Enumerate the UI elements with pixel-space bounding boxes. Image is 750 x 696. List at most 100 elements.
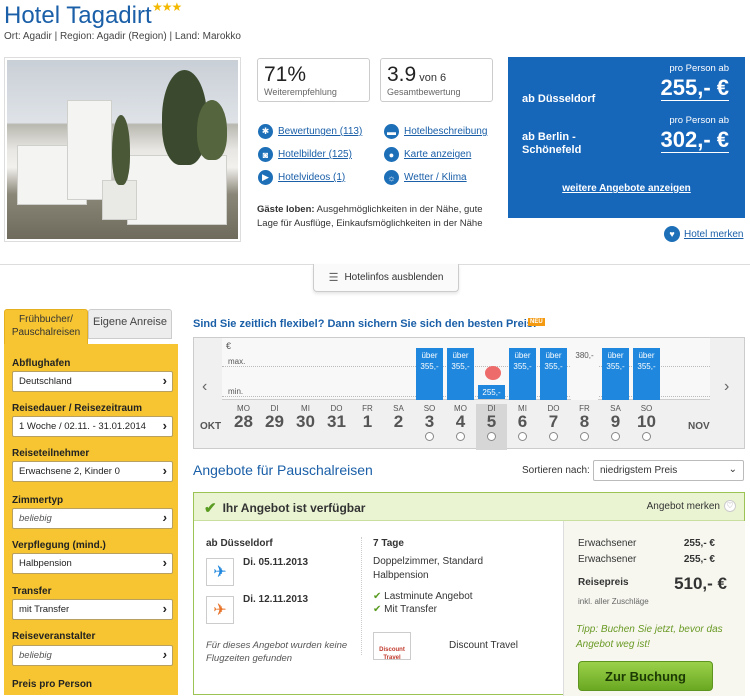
travellers-select[interactable]: Erwachsene 2, Kinder 0 › [12, 461, 173, 482]
price-amount[interactable]: 255,- € [660, 75, 729, 101]
hotel-photo[interactable] [4, 57, 241, 242]
day-number: 8 [579, 412, 590, 431]
day-radio[interactable] [456, 432, 465, 441]
trip-duration: 7 Tage [373, 538, 404, 549]
map-link[interactable]: ● Karte anzeigen [384, 147, 471, 162]
departure-label: ab Berlin - Schönefeld [522, 131, 582, 156]
price-chart: € max. min. über 355,- über 355,- 255,- übe… [222, 338, 710, 400]
more-offers-link[interactable]: weitere Angebote anzeigen [562, 183, 691, 194]
calendar-day[interactable]: MI 6 [507, 404, 538, 441]
photos-link[interactable]: ◙ Hotelbilder (125) [258, 147, 352, 162]
calendar-day[interactable]: SA 9 [600, 404, 631, 441]
price-bar[interactable]: über 355,- [540, 348, 567, 400]
check-icon: ✔ [373, 604, 382, 615]
filter-label: Zimmertyp [12, 495, 64, 506]
booking-tip: Tipp: Buchen Sie jetzt, bevor das Angebo… [576, 624, 723, 650]
chevron-left-icon[interactable]: ‹ [202, 378, 208, 395]
day-radio[interactable] [549, 432, 558, 441]
total-price: 510,- € [674, 574, 727, 593]
weekday-label: SO [640, 404, 653, 413]
calendar-day[interactable]: SO 10 [631, 404, 662, 441]
map-link-text[interactable]: Karte anzeigen [404, 149, 472, 160]
tab-pauschalreisen[interactable]: Frühbucher/ Pauschalreisen [4, 309, 88, 345]
description-link[interactable]: ▬ Hotelbeschreibung [384, 124, 487, 139]
day-radio[interactable] [518, 432, 527, 441]
guest-praise-label: Gäste loben: [257, 204, 315, 215]
day-radio[interactable] [425, 432, 434, 441]
offer-merken-button[interactable]: Angebot merken ♡ [647, 500, 736, 512]
calendar-day[interactable]: DI 5 [476, 404, 507, 450]
recommend-value: 71% [264, 63, 307, 86]
price-bar[interactable]: 380,- [571, 348, 598, 400]
day-radio[interactable] [580, 432, 589, 441]
calendar-day[interactable]: SO 3 [414, 404, 445, 441]
bed-icon: ▬ [384, 124, 399, 139]
price-bar[interactable]: 255,- [478, 385, 505, 399]
hotel-merken-link[interactable]: Hotel merken [684, 228, 744, 240]
price-bar[interactable]: über 355,- [447, 348, 474, 400]
calendar-day[interactable]: DO 7 [538, 404, 569, 441]
no-flight-times: Für dieses Angebot wurden keine Flugzeit… [206, 640, 348, 664]
video-icon: ▶ [258, 170, 273, 185]
flex-title: Sind Sie zeitlich flexibel? Dann sichern… [193, 318, 537, 330]
transfer-select[interactable]: mit Transfer › [12, 599, 173, 620]
room-type: Doppelzimmer, Standard [373, 556, 484, 567]
price-bar[interactable]: über 355,- [633, 348, 660, 400]
price-summary: Erwachsener 255,- € Erwachsener 255,- € … [563, 521, 745, 696]
videos-link-text[interactable]: Hotelvideos (1) [278, 172, 346, 183]
select-value: Erwachsene 2, Kinder 0 [19, 466, 120, 477]
calendar-day: FR 1 [352, 404, 383, 431]
filter-label: Abflughafen [12, 358, 71, 369]
price-bar[interactable]: über 355,- [416, 348, 443, 400]
weather-link-text[interactable]: Wetter / Klima [404, 172, 467, 183]
chevron-right-icon: › [162, 418, 167, 433]
videos-link[interactable]: ▶ Hotelvideos (1) [258, 170, 345, 185]
plane-return-icon: ✈ [206, 596, 234, 624]
weather-link[interactable]: ☼ Wetter / Klima [384, 170, 467, 185]
operator-select[interactable]: beliebig › [12, 645, 173, 666]
duration-select[interactable]: 1 Woche / 02.11. - 31.01.2014 › [12, 416, 173, 437]
reviews-link-text[interactable]: Bewertungen (113) [278, 126, 363, 137]
chevron-right-icon: › [162, 463, 167, 478]
sort-value: niedrigstem Preis [600, 465, 678, 476]
price-bar[interactable]: über 355,- [509, 348, 536, 400]
day-number: 2 [393, 412, 404, 431]
offer-departure: ab Düsseldorf [206, 538, 273, 549]
weekday-label: SA [393, 404, 404, 413]
airport-select[interactable]: Deutschland › [12, 371, 173, 392]
weekday-label: SA [610, 404, 621, 413]
chevron-right-icon: › [162, 647, 167, 662]
day-number: 10 [637, 412, 656, 431]
hotel-merken[interactable]: ♥ Hotel merken [664, 226, 743, 242]
room-select[interactable]: beliebig › [12, 508, 173, 529]
heart-icon: ♥ [664, 226, 680, 242]
select-value: Deutschland [19, 376, 72, 387]
price-row-duesseldorf[interactable]: pro Person ab 255,- € ab Düsseldorf [508, 63, 745, 113]
max-label: max. [228, 357, 246, 366]
tab-eigene-anreise[interactable]: Eigene Anreise [88, 309, 172, 339]
filter-label: Transfer [12, 586, 52, 597]
sort-select[interactable]: niedrigstem Preis ⌄ [593, 460, 744, 481]
board-select[interactable]: Halbpension › [12, 553, 173, 574]
day-number: 31 [327, 412, 346, 431]
day-radio[interactable] [487, 432, 496, 441]
reviews-link[interactable]: ✱ Bewertungen (113) [258, 124, 362, 139]
day-number: 7 [548, 412, 559, 431]
price-row-berlin[interactable]: pro Person ab 302,- € ab Berlin - Schöne… [508, 115, 745, 165]
hide-info-button[interactable]: ☰ Hotelinfos ausblenden [313, 264, 459, 292]
price-bar[interactable]: über 355,- [602, 348, 629, 400]
day-radio[interactable] [611, 432, 620, 441]
chevron-right-icon[interactable]: › [724, 378, 730, 395]
description-link-text[interactable]: Hotelbeschreibung [404, 126, 488, 137]
calendar-day[interactable]: FR 8 [569, 404, 600, 441]
sun-icon: ✱ [258, 124, 273, 139]
recommend-label: Weiterempfehlung [264, 87, 337, 97]
hotel-title: Hotel Tagadirt [4, 2, 152, 29]
weekday-label: DO [330, 404, 343, 413]
calendar-day[interactable]: MO 4 [445, 404, 476, 441]
price-amount[interactable]: 302,- € [660, 127, 729, 153]
book-button[interactable]: Zur Buchung [578, 661, 713, 691]
offer-header: ✔ Ihr Angebot ist verfügbar [194, 493, 744, 521]
day-radio[interactable] [642, 432, 651, 441]
photos-link-text[interactable]: Hotelbilder (125) [278, 149, 352, 160]
